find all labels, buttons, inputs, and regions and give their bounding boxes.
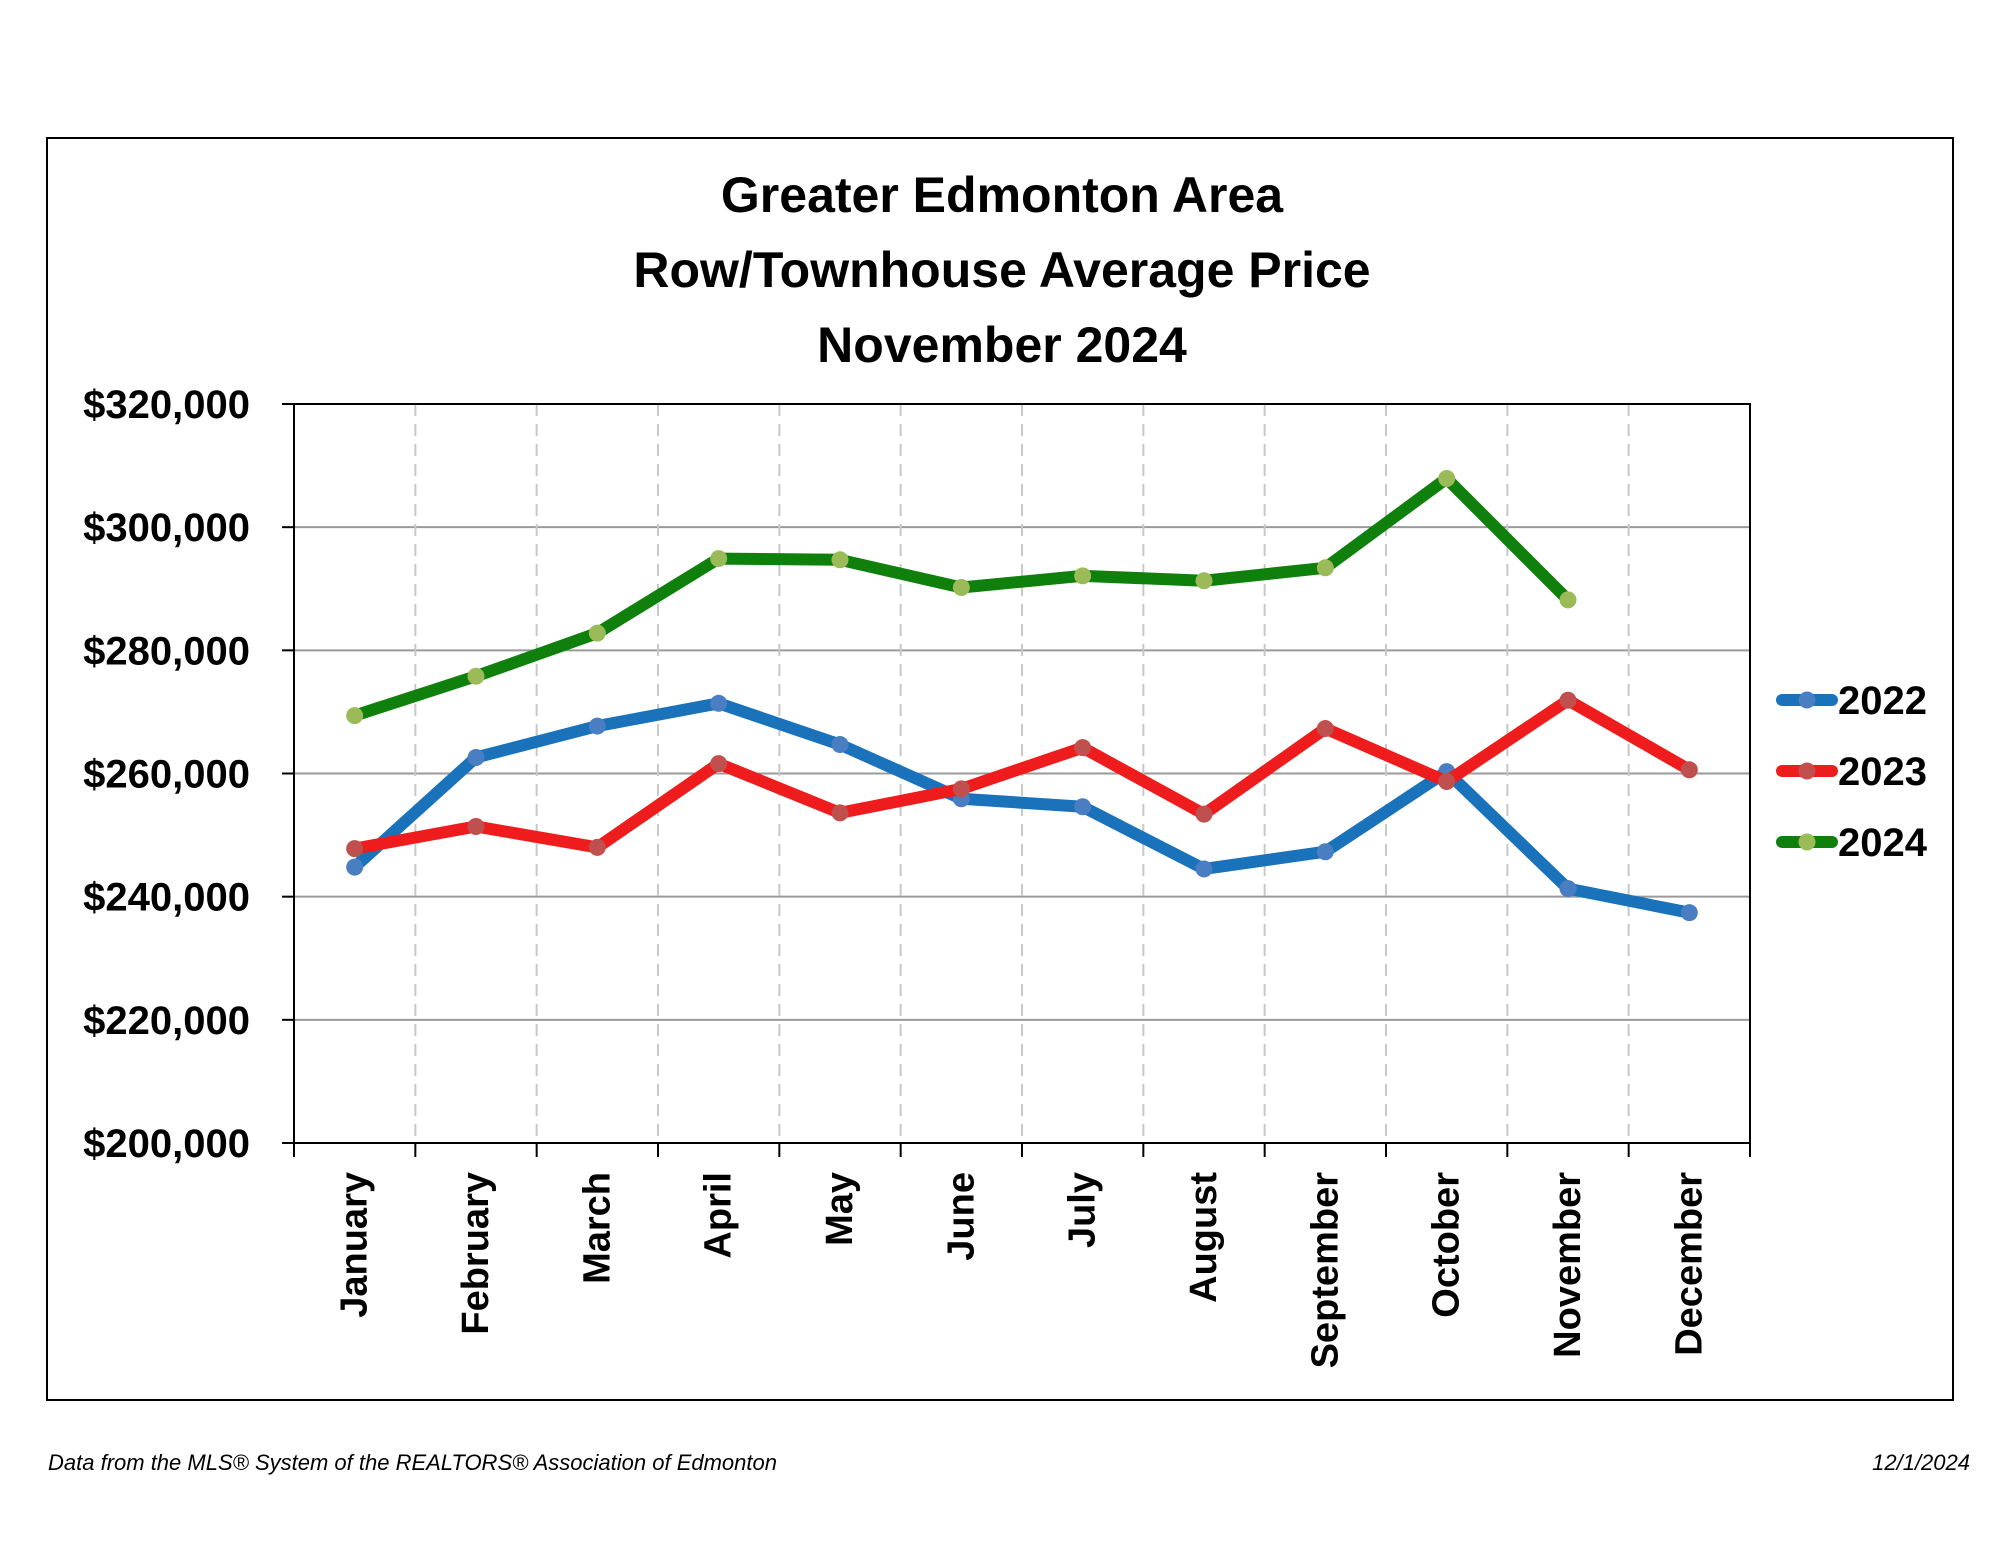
data-point-2023 <box>831 804 849 822</box>
data-point-2023 <box>1316 720 1334 738</box>
legend-marker-2024 <box>1798 833 1816 851</box>
data-point-2022 <box>1074 798 1092 816</box>
y-tick-label: $260,000 <box>83 753 250 797</box>
chart-title-line: Greater Edmonton Area <box>721 167 1284 223</box>
y-tick-label: $220,000 <box>83 999 250 1043</box>
data-point-2024 <box>710 550 728 568</box>
legend-label-2022: 2022 <box>1838 679 1927 723</box>
chart-title: Greater Edmonton Area Row/Townhouse Avera… <box>633 167 1370 373</box>
x-tick-label: December <box>1668 1172 1710 1356</box>
data-point-2023 <box>1559 691 1577 709</box>
x-tick-label: March <box>576 1172 618 1284</box>
x-tick-label: August <box>1183 1172 1225 1303</box>
data-point-2023 <box>952 780 970 798</box>
x-tick-label: June <box>940 1172 982 1261</box>
data-point-2022 <box>710 694 728 712</box>
data-point-2023 <box>1195 805 1213 823</box>
series <box>346 470 1698 922</box>
data-point-2022 <box>1316 843 1334 861</box>
data-point-2023 <box>1074 739 1092 757</box>
data-point-2022 <box>346 858 364 876</box>
data-point-2024 <box>1074 567 1092 585</box>
x-tick-label: October <box>1426 1172 1468 1318</box>
y-tick-label: $200,000 <box>83 1122 250 1166</box>
data-point-2024 <box>588 624 606 642</box>
legend: 2022 2023 2024 <box>1776 679 1928 865</box>
data-point-2024 <box>831 551 849 569</box>
series-line-2022 <box>348 697 1696 919</box>
data-point-2022 <box>1680 904 1698 922</box>
data-point-2022 <box>467 748 485 766</box>
data-point-2023 <box>467 817 485 835</box>
x-tick-label: February <box>455 1172 497 1335</box>
legend-marker-2022 <box>1798 691 1816 709</box>
data-point-2023 <box>588 838 606 856</box>
x-tick-label: July <box>1062 1172 1104 1248</box>
legend-marker-2023 <box>1798 762 1816 780</box>
data-point-2023 <box>710 755 728 773</box>
data-point-2024 <box>467 667 485 685</box>
data-point-2022 <box>831 736 849 754</box>
data-point-2022 <box>1195 860 1213 878</box>
data-point-2024 <box>1559 591 1577 609</box>
data-point-2024 <box>952 579 970 597</box>
data-point-2024 <box>1438 470 1456 488</box>
y-axis: $200,000 $220,000 $240,000 $260,000 $280,000… <box>83 383 294 1166</box>
legend-label-2023: 2023 <box>1838 750 1927 794</box>
chart-title-line: November 2024 <box>817 317 1187 373</box>
chart-frame <box>46 137 1954 1401</box>
data-point-2022 <box>1559 880 1577 898</box>
y-tick-label: $240,000 <box>83 876 250 920</box>
data-point-2023 <box>1680 761 1698 779</box>
y-tick-label: $300,000 <box>83 506 250 550</box>
y-tick-label: $320,000 <box>83 383 250 427</box>
x-tick-label: April <box>698 1172 740 1259</box>
chart-title-line: Row/Townhouse Average Price <box>633 242 1370 298</box>
series-line-2023 <box>348 694 1696 855</box>
x-tick-label: November <box>1547 1172 1589 1358</box>
data-point-2024 <box>346 707 364 725</box>
x-tick-label: September <box>1304 1172 1346 1369</box>
footer-source: Data from the MLS® System of the REALTOR… <box>48 1450 777 1475</box>
data-point-2024 <box>1195 572 1213 590</box>
data-point-2024 <box>1316 559 1334 577</box>
x-tick-label: January <box>334 1172 376 1318</box>
x-tick-label: May <box>819 1172 861 1246</box>
legend-label-2024: 2024 <box>1838 821 1928 865</box>
x-axis: January February March April May June July Augu… <box>293 1143 1751 1369</box>
footer-date: 12/1/2024 <box>1872 1450 1970 1475</box>
data-point-2023 <box>1438 773 1456 791</box>
data-point-2023 <box>346 840 364 858</box>
data-point-2022 <box>588 717 606 735</box>
y-tick-label: $280,000 <box>83 629 250 673</box>
